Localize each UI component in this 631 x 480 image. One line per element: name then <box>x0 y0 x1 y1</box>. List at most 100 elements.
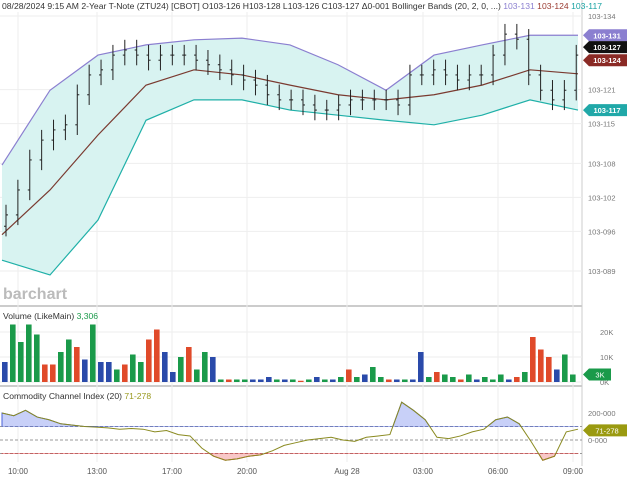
y-tick-label: 103-102 <box>588 193 616 202</box>
price-tag <box>583 29 627 42</box>
volume-bar <box>26 324 32 382</box>
volume-bar <box>522 372 528 382</box>
price-tag <box>583 54 627 67</box>
cci-tick-label: 0-000 <box>588 436 607 445</box>
barchart-logo: barchart <box>3 286 68 303</box>
cci-line <box>1 401 579 461</box>
volume-bar <box>370 367 376 382</box>
volume-bar <box>106 362 112 382</box>
header-low: L103-126 <box>282 1 320 11</box>
volume-bar <box>498 374 504 382</box>
volume-tick-label: 20K <box>600 328 613 337</box>
volume-bar <box>562 354 568 382</box>
volume-bar <box>122 364 128 382</box>
y-tick-label: 103-134 <box>588 12 616 21</box>
volume-bar <box>418 352 424 382</box>
header-date: 08/28/2024 9:15 AM <box>2 1 79 11</box>
volume-bar <box>154 329 160 382</box>
volume-bar <box>218 379 224 382</box>
volume-bar <box>90 324 96 382</box>
volume-bar <box>506 379 512 382</box>
volume-bar <box>242 379 248 382</box>
volume-bar <box>146 339 152 382</box>
volume-bar <box>330 379 336 382</box>
volume-bar <box>282 379 288 382</box>
volume-bar <box>338 377 344 382</box>
volume-bar <box>386 379 392 382</box>
volume-bar <box>442 374 448 382</box>
volume-title: Volume <box>3 311 32 321</box>
price-tag-label: 103-127 <box>593 43 621 52</box>
volume-bar <box>290 379 296 382</box>
x-tick-label: 10:00 <box>8 467 29 476</box>
volume-bar <box>210 357 216 382</box>
volume-bar <box>354 377 360 382</box>
volume-bar <box>538 349 544 382</box>
cci-tag <box>583 424 627 437</box>
volume-bar <box>10 324 16 382</box>
x-tick-label: 03:00 <box>413 467 434 476</box>
x-tick-label: 20:00 <box>237 467 258 476</box>
volume-bar <box>186 347 192 382</box>
y-tick-label: 103-096 <box>588 227 616 236</box>
volume-bar <box>378 377 384 382</box>
volume-bar <box>458 379 464 382</box>
volume-bar <box>42 364 48 382</box>
x-tick-label: 06:00 <box>488 467 509 476</box>
volume-bar <box>82 359 88 382</box>
cci-params: (20) <box>106 391 122 401</box>
volume-bar <box>2 362 8 382</box>
volume-bar <box>546 357 552 382</box>
volume-bar <box>570 374 576 382</box>
volume-bar <box>194 369 200 382</box>
cci-oversold-fill <box>1 453 579 461</box>
volume-bar <box>114 369 120 382</box>
cci-tick-label: 200-000 <box>588 409 616 418</box>
volume-bar <box>250 379 256 382</box>
cci-value: 71-278 <box>124 391 152 401</box>
study-name[interactable]: Bollinger Bands <box>391 1 453 11</box>
bollinger-fill <box>2 35 578 275</box>
volume-bar <box>362 374 368 382</box>
header-instrument: 2-Year T-Note (ZTU24) [CBOT] <box>81 1 200 11</box>
volume-bar <box>450 377 456 382</box>
volume-bar <box>530 337 536 382</box>
volume-params: (LikeMain) <box>34 311 75 321</box>
volume-bar <box>426 377 432 382</box>
price-tag <box>583 41 627 54</box>
price-tag-label: 103-131 <box>593 31 621 40</box>
cci-overbought-fill <box>1 401 579 427</box>
header-change: Δ0-001 <box>361 1 390 11</box>
header-high: H103-128 <box>242 1 281 11</box>
middle-band-line <box>1 69 579 236</box>
chart-header: 08/28/2024 9:15 AM 2-Year T-Note (ZTU24)… <box>2 1 602 11</box>
volume-bar <box>162 352 168 382</box>
upper-band-value: 103-131 <box>503 1 535 11</box>
volume-bar <box>130 354 136 382</box>
header-close: C103-127 <box>321 1 360 11</box>
x-tick-label: 17:00 <box>162 467 183 476</box>
y-tick-label: 103-089 <box>588 267 616 276</box>
cci-panel-label[interactable]: Commodity Channel Index (20) 71-278 <box>3 391 151 401</box>
volume-bar <box>258 379 264 382</box>
volume-bar <box>322 379 328 382</box>
volume-bar <box>514 377 520 382</box>
cci-title: Commodity Channel Index <box>3 391 105 401</box>
price-tag-label: 103-124 <box>593 56 621 65</box>
volume-bar <box>554 369 560 382</box>
volume-panel-label[interactable]: Volume (LikeMain) 3,306 <box>3 311 98 321</box>
volume-bar <box>58 352 64 382</box>
volume-tag <box>583 368 611 381</box>
volume-bar <box>66 339 72 382</box>
study-params: (20, 2, 0, ...) <box>454 1 501 11</box>
volume-bar <box>50 364 56 382</box>
lower-band-value: 103-117 <box>571 1 603 11</box>
y-tick-label: 103-121 <box>588 86 616 95</box>
volume-tick-label: 10K <box>600 353 613 362</box>
price-tag-label: 103-117 <box>593 106 620 115</box>
x-tick-label: Aug 28 <box>334 467 360 476</box>
volume-bar <box>346 369 352 382</box>
volume-value: 3,306 <box>76 311 99 321</box>
